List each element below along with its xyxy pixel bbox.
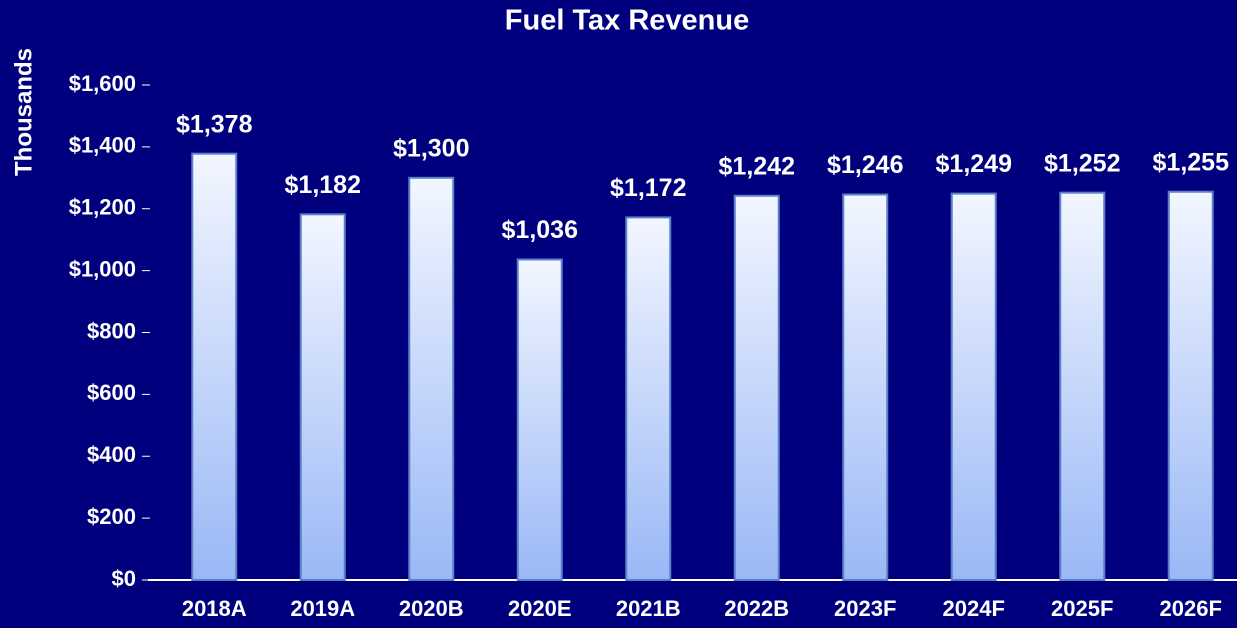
bar (299, 213, 346, 581)
value-label: $1,300 (393, 134, 469, 162)
chart-title: Fuel Tax Revenue (505, 5, 749, 37)
x-tick-label: 2019A (290, 596, 355, 621)
bar (1059, 191, 1106, 581)
x-tick-label: 2022B (724, 596, 789, 621)
x-tick-label: 2023F (834, 596, 896, 621)
y-tick-label: $1,000 (69, 256, 136, 281)
value-label: $1,172 (610, 174, 686, 202)
y-tick-label: $200 (87, 504, 136, 529)
bar (516, 258, 563, 581)
x-tick-label: 2018A (182, 596, 247, 621)
x-tick-label: 2025F (1051, 596, 1113, 621)
bar (733, 194, 780, 581)
value-label: $1,036 (502, 216, 578, 244)
bar (408, 176, 455, 581)
x-tick-label: 2024F (943, 596, 1005, 621)
value-label: $1,249 (936, 150, 1012, 178)
bar (950, 192, 997, 581)
y-axis-label: Thousands (10, 48, 37, 176)
y-tick-label: $1,200 (69, 195, 136, 220)
x-tick-label: 2020B (399, 596, 464, 621)
value-label: $1,242 (719, 152, 795, 180)
bar (1167, 190, 1214, 581)
x-tick-label: 2026F (1160, 596, 1222, 621)
x-tick-label: 2020E (508, 596, 572, 621)
value-label: $1,246 (827, 151, 903, 179)
value-label: $1,182 (285, 171, 361, 199)
y-tick-label: $1,600 (69, 71, 136, 96)
bar (842, 193, 889, 582)
y-tick-label: $600 (87, 380, 136, 405)
value-label: $1,255 (1153, 148, 1230, 176)
x-tick-label: 2021B (616, 596, 681, 621)
bar (625, 216, 672, 581)
y-tick-label: $0 (112, 566, 136, 591)
value-label: $1,252 (1044, 149, 1120, 177)
value-label: $1,378 (176, 110, 253, 138)
y-tick-label: $400 (87, 442, 136, 467)
bar (191, 152, 238, 581)
y-tick-label: $1,400 (69, 133, 136, 158)
y-tick-label: $800 (87, 318, 136, 343)
